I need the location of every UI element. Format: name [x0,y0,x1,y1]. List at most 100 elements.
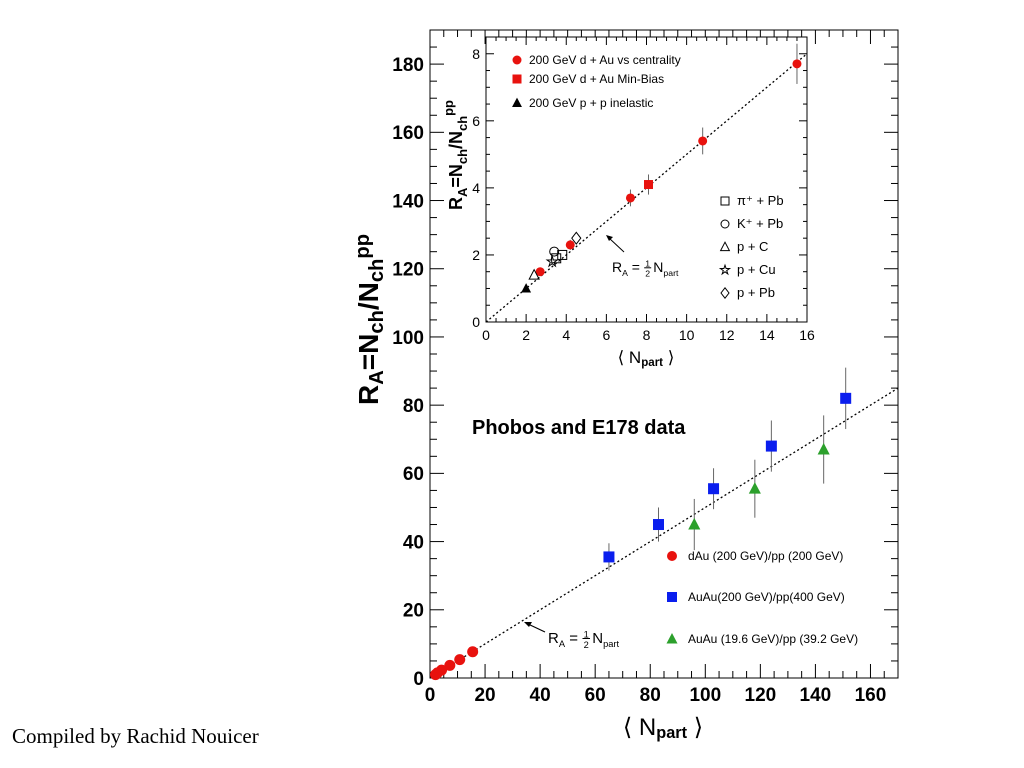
main-xtick-label: 140 [800,685,832,706]
main-fit-arrowhead [524,622,532,627]
main-chart: 0 20 40 60 80 100 120 140 1600204060801001201401… [352,29,899,742]
main-point-1-1 [652,519,664,531]
inset-legend-marker-4 [720,219,730,229]
inset-xtick-label: 14 [759,327,775,343]
inset-xtick-label: 8 [643,327,651,343]
main-ytick-label: 100 [392,328,424,349]
inset-point-2-0 [521,283,532,293]
main-point-2-2 [817,442,830,455]
main-fit-label-num: 1 [584,629,589,639]
inset-legend-label-1: 200 GeV d + Au Min-Bias [529,72,664,86]
main-xtick-label: 20 [474,685,495,706]
inset-point-0-4 [792,59,802,69]
main-point-1-2 [708,483,720,495]
inset-fit-label: RA = [612,259,640,278]
main-title: Phobos and E178 data [472,417,686,439]
main-ytick-label: 40 [403,532,424,553]
inset-legend-label-0: 200 GeV d + Au vs centrality [529,53,681,67]
inset-point-0-1 [565,240,575,250]
inset-legend-label-6: p + Cu [737,262,776,277]
main-fit-label-den: 2 [584,640,589,650]
inset-ytick-label: 2 [472,247,480,263]
main-legend-label-2: AuAu (19.6 GeV)/pp (39.2 GeV) [688,632,858,646]
inset-xtick-label: 16 [799,327,815,343]
main-point-0-2 [436,664,448,676]
main-fit-label-n: Npart [592,630,619,649]
main-xtick-label: 160 [855,685,887,706]
inset-fit-arrowhead [606,235,613,241]
main-xtick-label: 40 [530,685,551,706]
inset-ytick-label: 0 [472,314,480,330]
main-xlabel: ⟨ Npart ⟩ [623,714,703,742]
main-point-1-4 [840,392,852,404]
inset-point-0-3 [698,136,708,146]
main-ytick-label: 0 [413,669,424,690]
inset-xlabel: ⟨ Npart ⟩ [618,348,675,369]
inset-xtick-label: 4 [562,327,570,343]
inset-xtick-label: 12 [719,327,735,343]
main-point-0-3 [444,659,456,671]
inset-legend-label-4: K⁺ + Pb [737,216,783,231]
main-ytick-label: 140 [392,191,424,212]
main-legend-marker-0 [667,551,677,561]
inset-fit-label-n: Npart [653,259,679,278]
main-xtick-label: 60 [585,685,606,706]
credit-text: Compiled by Rachid Nouicer [12,724,259,748]
inset-legend-marker-3 [720,196,730,206]
inset-legend-marker-6 [718,263,732,276]
inset-ytick-label: 4 [472,180,480,196]
main-ytick-label: 160 [392,123,424,144]
inset-point-1-0 [644,180,654,190]
inset-legend-label-5: p + C [737,239,768,254]
main-point-1-0 [603,551,615,563]
inset-point-4-0 [549,246,560,257]
main-point-0-5 [467,646,479,658]
inset-point-0-2 [625,193,635,203]
inset-ytick-label: 8 [472,46,480,62]
main-xtick-label: 80 [640,685,661,706]
inset-legend-label-2: 200 GeV p + p inelastic [529,96,653,110]
main-ytick-label: 80 [403,396,424,417]
inset-point-5-0 [528,268,540,280]
main-ytick-label: 120 [392,260,424,281]
main-ylabel: RA=Nch/Nchpp [352,234,388,405]
main-fit-arrow [527,623,546,633]
inset-point-0-0 [535,267,545,277]
main-xtick-label: 120 [745,685,777,706]
inset-fit-label-den: 2 [645,268,650,278]
inset-point-7-0 [571,231,582,245]
main-legend-marker-2 [666,633,678,644]
inset-xtick-label: 0 [482,327,490,343]
inset-legend-marker-2 [512,97,522,108]
main-ytick-label: 60 [403,464,424,485]
inset-fit-label-num: 1 [645,259,650,269]
main-legend-marker-1 [667,592,677,602]
main-ytick-label: 180 [392,55,424,76]
inset-legend-marker-7 [720,286,730,300]
inset-legend-marker-0 [512,55,522,65]
inset-fit-arrow [608,237,625,253]
inset-legend-label-3: π⁺ + Pb [737,193,784,208]
main-point-1-3 [765,440,777,452]
main-legend-label-0: dAu (200 GeV)/pp (200 GeV) [688,549,843,563]
inset-legend-marker-1 [512,74,522,84]
inset-ytick-label: 6 [472,113,480,129]
main-legend-label-1: AuAu(200 GeV)/pp(400 GeV) [688,590,845,604]
inset-point-6-0 [545,254,559,268]
main-ytick-label: 20 [403,601,424,622]
inset-legend-label-7: p + Pb [737,285,775,300]
inset-xtick-label: 6 [602,327,610,343]
main-point-0-4 [454,654,466,666]
main-point-2-1 [748,482,761,494]
main-fit-label: RA = [548,630,578,649]
inset-xtick-label: 2 [522,327,530,343]
inset-xtick-label: 10 [679,327,695,343]
inset-legend-marker-5 [719,241,731,252]
main-xtick-label: 0 [425,685,436,706]
inset-ylabel: RA=Nch/Nchpp [441,100,470,210]
main-point-2-0 [688,517,701,530]
main-fit-line [429,387,899,679]
main-xtick-label: 100 [689,685,721,706]
